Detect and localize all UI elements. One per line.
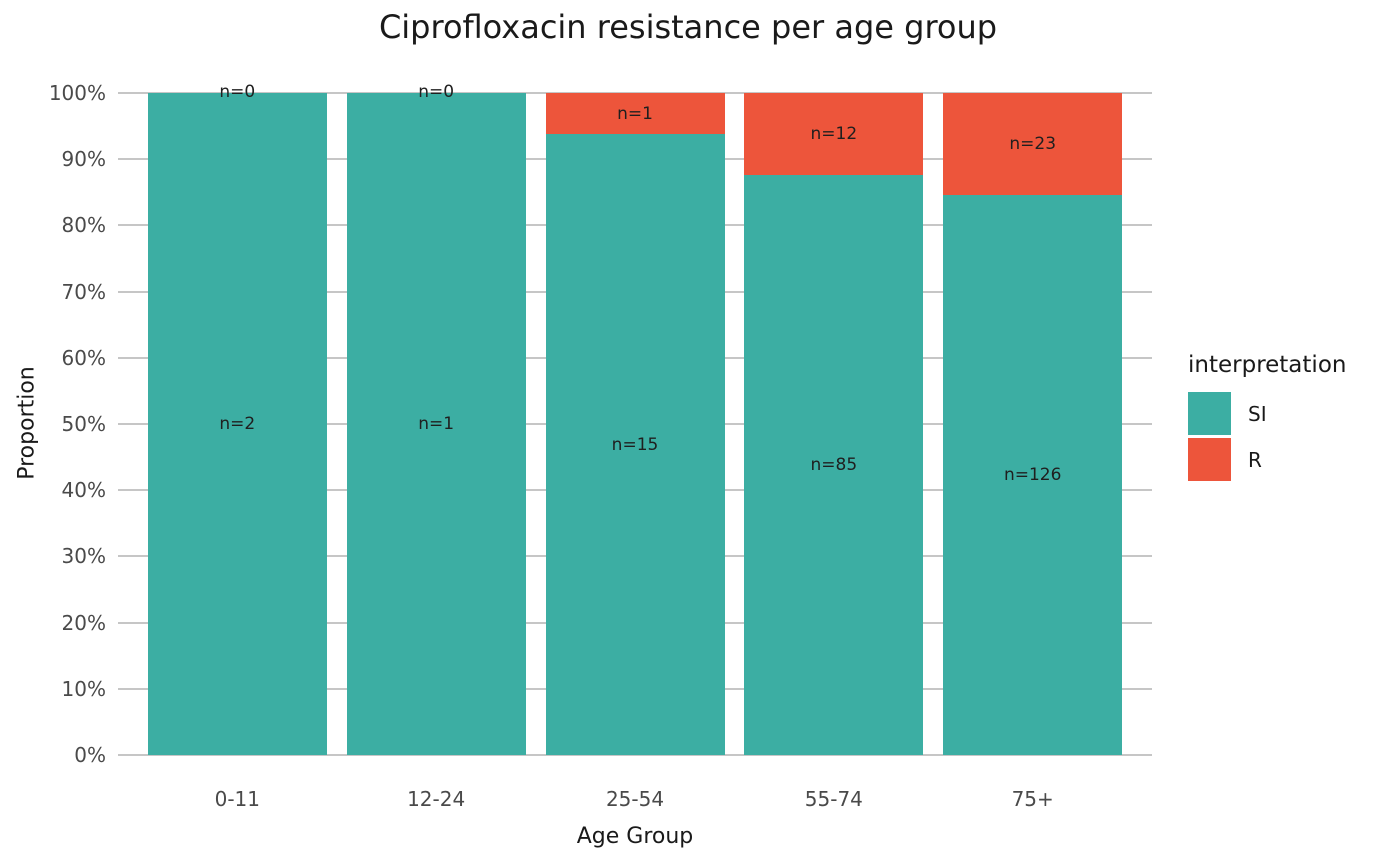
- legend-item-SI: SI: [1188, 392, 1346, 435]
- legend-swatch-R: [1188, 438, 1231, 481]
- bar-0-11: [147, 93, 327, 755]
- count-label-R-12-24: n=0: [418, 82, 455, 102]
- y-axis-title: Proportion: [14, 366, 40, 480]
- x-tick-label-12-24: 12-24: [407, 787, 466, 811]
- count-label-R-0-11: n=0: [219, 82, 256, 102]
- y-tick-label-90%: 90%: [61, 147, 106, 172]
- legend-label-SI: SI: [1248, 401, 1267, 426]
- bar-segment-SI-25-54: [545, 134, 725, 755]
- bar-55-74: [744, 93, 924, 755]
- legend-item-R: R: [1188, 438, 1346, 481]
- chart-title: Ciprofloxacin resistance per age group: [378, 8, 998, 46]
- plot-panel: n=0 n=2 n=0 n=1 n=1 n=15 n=12 n=85 n=23 n=126: [118, 82, 1152, 758]
- legend-title: interpretation: [1188, 352, 1347, 378]
- x-axis-title: Age Group: [576, 824, 694, 849]
- count-label-SI-0-11: n=2: [219, 414, 256, 434]
- bar-segment-R-25-54: [545, 93, 725, 135]
- y-tick-label-100%: 100%: [48, 81, 106, 105]
- count-label-R-25-54: n=1: [617, 103, 653, 124]
- bar-segment-SI-75+: [943, 195, 1123, 755]
- bar-75+: [943, 93, 1123, 755]
- bar-segment-SI-55-74: [744, 174, 924, 755]
- y-tick-label-50%: 50%: [61, 412, 106, 436]
- bar-segment-R-55-74: [744, 93, 924, 175]
- legend-items: SI R: [1188, 392, 1346, 481]
- legend-label-R: R: [1248, 447, 1262, 472]
- y-tick-label-70%: 70%: [61, 279, 106, 304]
- y-tick-label-30%: 30%: [61, 544, 106, 569]
- y-tick-label-80%: 80%: [61, 213, 106, 238]
- bar-segment-R-75+: [943, 93, 1123, 196]
- bar-segment-SI-12-24: [346, 93, 526, 755]
- count-label-SI-12-24: n=1: [418, 414, 455, 434]
- gridline-0%: [118, 754, 1152, 756]
- x-tick-label-25-54: 25-54: [605, 787, 665, 811]
- count-label-R-55-74: n=12: [810, 123, 858, 144]
- bar-12-24: [346, 93, 526, 755]
- y-tick-label-20%: 20%: [61, 610, 106, 635]
- legend: interpretation SI R: [1188, 352, 1346, 484]
- y-tick-label-60%: 60%: [61, 345, 106, 370]
- count-label-R-75+: n=23: [1009, 134, 1057, 155]
- legend-swatch-SI: [1188, 392, 1231, 435]
- y-tick-label-40%: 40%: [61, 478, 106, 503]
- bar-segment-SI-0-11: [147, 93, 327, 755]
- x-tick-label-75+: 75+: [1011, 787, 1054, 811]
- y-tick-label-10%: 10%: [61, 676, 106, 701]
- y-tick-label-0%: 0%: [74, 743, 106, 767]
- count-label-SI-25-54: n=15: [611, 434, 659, 455]
- count-label-SI-75+: n=126: [1003, 465, 1062, 486]
- x-tick-label-0-11: 0-11: [214, 787, 260, 811]
- x-tick-label-55-74: 55-74: [804, 787, 863, 811]
- bar-25-54: [545, 93, 725, 755]
- count-label-SI-55-74: n=85: [810, 454, 858, 475]
